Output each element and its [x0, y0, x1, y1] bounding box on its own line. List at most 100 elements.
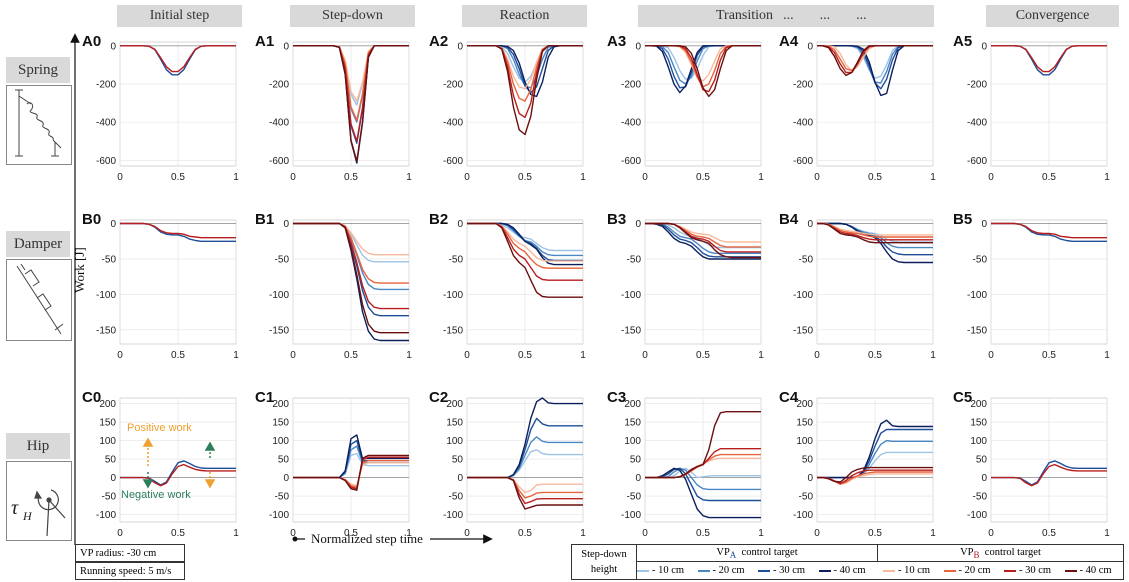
a0-xtick: 0.5	[171, 172, 185, 183]
c2-series-b--40	[467, 476, 583, 510]
a2-ytick: -400	[443, 118, 463, 129]
b2-ytick: -100	[443, 290, 463, 301]
c4-ytick: 50	[802, 455, 814, 466]
c0-panel-label: C0	[82, 389, 101, 406]
a5-ytick: -600	[967, 156, 987, 167]
legend-item-b-4: - 40 cm	[1064, 562, 1125, 579]
a3-ytick: -400	[621, 118, 641, 129]
b4-series-b--40	[817, 222, 933, 244]
legend-title-line2: height	[590, 564, 618, 575]
legend-item-label: - 30 cm	[773, 565, 806, 576]
legend-item-label: - 40 cm	[833, 565, 866, 576]
b3-xtick: 0.5	[696, 350, 710, 361]
c5-ytick: 50	[976, 455, 988, 466]
b2-series-b--40	[467, 222, 583, 298]
b2-xtick: 0.5	[518, 350, 532, 361]
b3-ytick: 0	[635, 219, 641, 230]
row-label-spring: Spring	[6, 57, 70, 83]
c1-ytick: 150	[272, 418, 289, 429]
b1-ytick: -100	[269, 290, 289, 301]
legend-group-a-sub: A	[729, 550, 737, 561]
c4-xtick: 0.5	[868, 528, 882, 539]
c3-series-b--40	[645, 411, 761, 479]
b3-series-b--40	[645, 222, 761, 259]
c1-ytick: 100	[272, 436, 289, 447]
b0-ytick: -100	[96, 290, 116, 301]
c5-ytick: 200	[970, 399, 987, 410]
c3-xtick: 0.5	[696, 528, 710, 539]
x-axis-origin-dot	[292, 536, 298, 542]
a4-ytick: -600	[793, 156, 813, 167]
c0-xtick: 1	[233, 528, 239, 539]
c2-ytick: 150	[446, 418, 463, 429]
a1-xtick: 1	[406, 172, 412, 183]
legend-item-label: - 30 cm	[1019, 565, 1052, 576]
row-label-damper: Damper	[6, 231, 70, 257]
row-label-hip: Hip	[6, 433, 70, 459]
legend-title: Step-down height	[572, 545, 637, 579]
c1-ytick: 200	[272, 399, 289, 410]
b1-xtick: 0.5	[344, 350, 358, 361]
a1-series-b--40	[293, 45, 409, 162]
c0-ytick: 100	[99, 436, 116, 447]
running-speed-info: Running speed: 5 m/s	[75, 562, 185, 580]
b3-ytick: -50	[627, 254, 642, 265]
legend-group-b-sub: B	[973, 550, 980, 561]
c4-xtick: 0	[814, 528, 820, 539]
c0-ytick: 200	[99, 399, 116, 410]
transition-label: Transition	[716, 8, 774, 23]
b4-ytick: 0	[807, 219, 813, 230]
a2-xtick: 1	[580, 172, 586, 183]
legend-items: - 10 cm - 20 cm - 30 cm - 40 cm - 10 cm - 20 …	[637, 562, 1123, 579]
b1-xtick: 0	[290, 350, 296, 361]
legend-swatch	[697, 569, 710, 572]
a4-xtick: 0.5	[868, 172, 882, 183]
c1-panel-label: C1	[255, 389, 274, 406]
a5-xtick: 0.5	[1042, 172, 1056, 183]
a2-xtick: 0.5	[518, 172, 532, 183]
a4-xtick: 1	[930, 172, 936, 183]
c3-ytick: 50	[630, 455, 642, 466]
b5-ytick: -50	[973, 254, 988, 265]
a2-ytick: 0	[457, 41, 463, 52]
b4-series-b--20	[817, 222, 933, 238]
a5-xtick: 1	[1104, 172, 1110, 183]
c5-ytick: 100	[970, 436, 987, 447]
b3-series-a--30	[645, 222, 761, 258]
c4-series-b--40	[817, 466, 933, 483]
b0-xtick: 1	[233, 350, 239, 361]
c5-ytick: -50	[973, 492, 988, 503]
b3-series-a--40	[645, 222, 761, 260]
legend-item-b-1: - 10 cm	[883, 562, 943, 579]
a1-ytick: 0	[283, 41, 289, 52]
legend-item-a-4: - 40 cm	[818, 562, 879, 579]
c0-ytick: -100	[96, 510, 116, 521]
b4-series-b--10	[817, 222, 933, 236]
b2-ytick: 0	[457, 219, 463, 230]
legend-group-a-header: VPA control target	[637, 545, 878, 562]
a3-xtick: 0	[642, 172, 648, 183]
c4-ytick: 200	[796, 399, 813, 410]
b0-xtick: 0	[117, 350, 123, 361]
legend-item-a-3: - 30 cm	[758, 562, 818, 579]
a1-panel-label: A1	[255, 33, 274, 50]
legend-item-a-2: - 20 cm	[697, 562, 758, 579]
a3-xtick: 0.5	[696, 172, 710, 183]
c5-xtick: 0.5	[1042, 528, 1056, 539]
c2-ytick: 200	[446, 399, 463, 410]
positive-work-arrows	[142, 437, 216, 489]
c3-ytick: -100	[621, 510, 641, 521]
a3-series-b--40	[645, 45, 761, 98]
c3-ytick: 100	[624, 436, 641, 447]
b5-ytick: -100	[967, 290, 987, 301]
b1-panel-label: B1	[255, 211, 274, 228]
a5-panel-label: A5	[953, 33, 972, 50]
c2-panel-label: C2	[429, 389, 448, 406]
c4-ytick: 100	[796, 436, 813, 447]
a3-ytick: -200	[621, 79, 641, 90]
c4-series-a--40	[817, 419, 933, 479]
b1-ytick: -150	[269, 325, 289, 336]
legend-group-b-prefix: VP	[960, 547, 974, 558]
legend-swatch	[883, 569, 895, 572]
